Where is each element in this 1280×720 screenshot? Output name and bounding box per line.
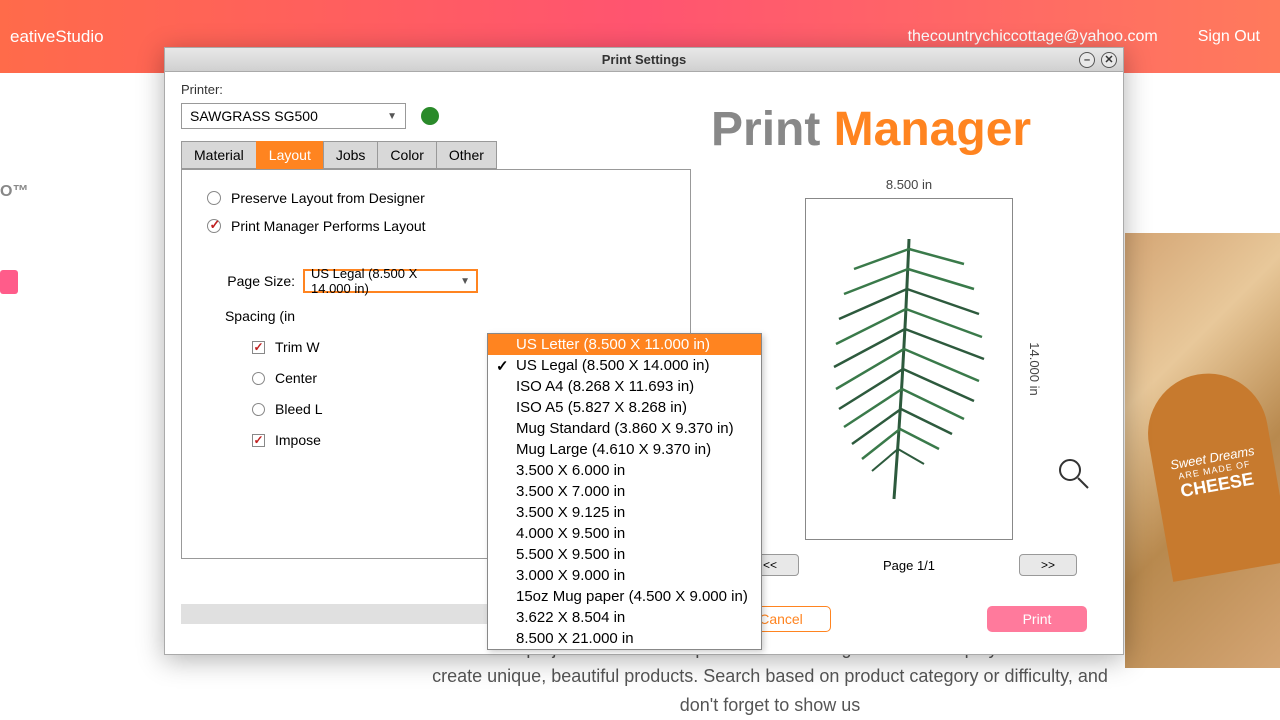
radio-preserve-layout[interactable] [207,191,221,205]
dialog-titlebar: Print Settings – ✕ [165,48,1123,72]
page-size-option[interactable]: 3.000 X 9.000 in [488,565,761,586]
tab-material[interactable]: Material [181,141,257,169]
page-size-option[interactable]: 3.500 X 6.000 in [488,460,761,481]
page-size-option[interactable]: ISO A4 (8.268 X 11.693 in) [488,376,761,397]
bg-photo: Sweet Dreams ARE MADE OF CHEESE [1125,233,1280,668]
page-size-option[interactable]: 3.500 X 9.125 in [488,502,761,523]
radio-bleed[interactable] [252,403,265,416]
print-manager-title: Print Manager [711,102,1107,157]
magnify-icon[interactable] [1056,456,1092,499]
page-size-option[interactable]: Mug Standard (3.860 X 9.370 in) [488,418,761,439]
spacing-label: Spacing (in [207,308,295,324]
dialog-title: Print Settings [602,52,687,67]
print-button[interactable]: Print [987,606,1087,632]
bleed-label: Bleed L [275,401,322,417]
pm-layout-label: Print Manager Performs Layout [231,218,426,234]
page-size-option[interactable]: ISO A5 (5.827 X 8.268 in) [488,397,761,418]
tab-color[interactable]: Color [377,141,436,169]
page-size-option[interactable]: Mug Large (4.610 X 9.370 in) [488,439,761,460]
page-size-option[interactable]: 3.500 X 7.000 in [488,481,761,502]
logo-corner: O™ [0,183,28,201]
tabs: Material Layout Jobs Color Other [181,141,691,169]
preserve-layout-label: Preserve Layout from Designer [231,190,425,206]
checkbox-trim[interactable] [252,341,265,354]
tab-jobs[interactable]: Jobs [323,141,379,169]
pink-tab[interactable] [0,270,18,294]
tab-other[interactable]: Other [436,141,497,169]
cheese-board: Sweet Dreams ARE MADE OF CHEESE [1139,364,1280,582]
printer-label: Printer: [181,82,691,97]
page-indicator: Page 1/1 [883,558,935,573]
leaf-preview-icon [824,219,994,519]
page-size-option[interactable]: US Letter (8.500 X 11.000 in) [488,334,761,355]
minimize-button[interactable]: – [1079,52,1095,68]
next-page-button[interactable]: >> [1019,554,1077,576]
page-size-option[interactable]: 8.500 X 21.000 in [488,628,761,649]
preview-height-label: 14.000 in [1027,342,1042,396]
page-size-dropdown[interactable]: US Letter (8.500 X 11.000 in)US Legal (8… [487,333,762,650]
checkbox-impose[interactable] [252,434,265,447]
page-size-option[interactable]: 15oz Mug paper (4.500 X 9.000 in) [488,586,761,607]
impose-label: Impose [275,432,321,448]
radio-pm-layout[interactable] [207,219,221,233]
page-size-option[interactable]: US Legal (8.500 X 14.000 in) [488,355,761,376]
preview-width-label: 8.500 in [711,177,1107,192]
trim-label: Trim W [275,339,320,355]
app-name: eativeStudio [10,27,104,47]
pager: << Page 1/1 >> [711,554,1107,576]
center-label: Center [275,370,317,386]
preview-box: 14.000 in [805,198,1013,540]
preview-container: 8.500 in [711,177,1107,632]
page-size-option[interactable]: 4.000 X 9.500 in [488,523,761,544]
progress-bar [181,604,491,624]
page-size-select[interactable]: US Legal (8.500 X 14.000 in) ▼ [303,269,478,293]
user-email: thecountrychiccottage@yahoo.com [908,28,1158,46]
printer-status-indicator [421,107,439,125]
chevron-down-icon: ▼ [387,111,397,122]
close-button[interactable]: ✕ [1101,52,1117,68]
page-size-label: Page Size: [207,273,295,289]
printer-select[interactable]: SAWGRASS SG500 ▼ [181,103,406,129]
chevron-down-icon: ▼ [460,276,470,287]
page-size-option[interactable]: 5.500 X 9.500 in [488,544,761,565]
print-settings-dialog: Print Settings – ✕ Printer: SAWGRASS SG5… [164,47,1124,655]
tab-layout[interactable]: Layout [256,141,324,169]
sign-out-link[interactable]: Sign Out [1198,28,1260,46]
radio-center[interactable] [252,372,265,385]
page-size-option[interactable]: 3.622 X 8.504 in [488,607,761,628]
